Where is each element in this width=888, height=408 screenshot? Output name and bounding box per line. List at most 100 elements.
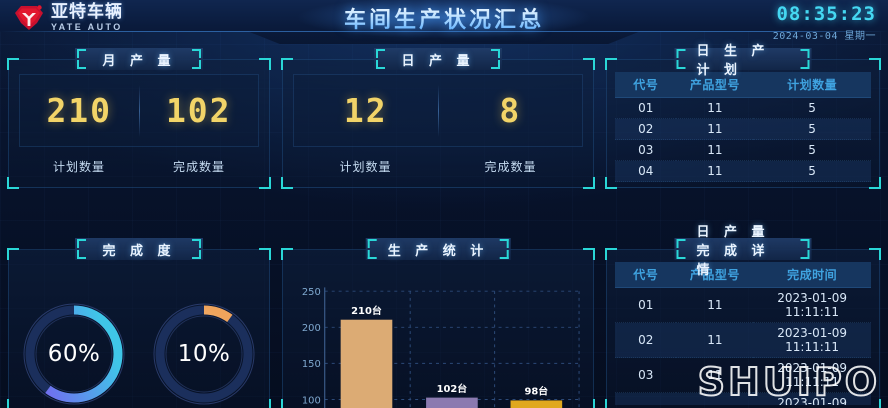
logo-text: 亚特车辆 YATE AUTO <box>51 4 123 32</box>
table-row: 03 11 5 <box>615 139 871 161</box>
cell-model: 11 <box>676 287 754 323</box>
cell-model: 11 <box>676 392 754 405</box>
clock-date: 2024-03-04 星期一 <box>772 31 876 42</box>
detail-table: 代号 产品型号 完成时间 01 11 2023-01-09 11:11:11 02 1… <box>615 262 871 405</box>
panel-title-detail-label: 日 产 量 完 成 详 情 <box>696 224 770 278</box>
plan-table-body: 01 11 5 02 11 5 03 11 5 04 11 5 <box>615 97 871 182</box>
panel-title-statistics-label: 生 产 统 计 <box>387 243 489 259</box>
page-title: 车间生产状况汇总 <box>344 2 544 34</box>
panel-completion-detail: 日 产 量 完 成 详 情 代号 产品型号 完成时间 01 11 2023-01-0… <box>605 225 881 408</box>
panel-body-detail: 代号 产品型号 完成时间 01 11 2023-01-09 11:11:11 02 1… <box>606 249 880 408</box>
monthly-labels: 计划数量 完成数量 <box>19 158 259 175</box>
plan-table-header-row: 代号 产品型号 计划数量 <box>615 72 871 98</box>
panel-body-monthly: 210 102 计划数量 完成数量 <box>8 59 270 188</box>
cell-time: 2023-01-09 11:11:11 <box>753 392 871 405</box>
panel-daily-plan: 日 生 产 计 划 代号 产品型号 计划数量 01 11 5 02 11 5 03 <box>605 44 881 189</box>
panel-daily-output: 日 产 量 12 8 计划数量 完成数量 <box>281 48 595 189</box>
table-row: 02 11 5 <box>615 118 871 140</box>
detail-col-model: 产品型号 <box>676 262 754 288</box>
panel-title-completion: 完 成 度 <box>75 238 203 260</box>
header-divider-line <box>0 31 888 32</box>
panel-body-daily: 12 8 计划数量 完成数量 <box>282 59 594 188</box>
bar-0[interactable] <box>340 319 393 408</box>
cell-qty: 5 <box>753 160 871 182</box>
clock-time: 08:35:23 <box>776 3 876 25</box>
panel-title-monthly-label: 月 产 量 <box>102 53 176 69</box>
monthly-done-cell: 102 <box>140 91 259 130</box>
panel-title-daily-label: 日 产 量 <box>401 53 475 69</box>
cell-code: 01 <box>615 97 677 119</box>
daily-divider <box>437 84 439 137</box>
detail-col-time: 完成时间 <box>753 262 871 288</box>
detail-table-header-row: 代号 产品型号 完成时间 <box>615 262 871 288</box>
plan-col-code: 代号 <box>615 72 677 98</box>
bar-chart[interactable]: 250 200 150 100 210台 102台 98台 <box>289 276 587 408</box>
detail-col-code: 代号 <box>615 262 677 288</box>
cell-qty: 5 <box>753 139 871 161</box>
ytick-200: 200 <box>302 323 321 334</box>
table-row: 02 11 2023-01-09 11:11:11 <box>615 322 871 358</box>
monthly-done-value: 102 <box>165 91 232 130</box>
logo-name-en: YATE AUTO <box>51 22 123 32</box>
gauge-60-value: 60% <box>47 341 101 367</box>
bar-label-0: 210台 <box>351 304 382 317</box>
daily-plan-value: 12 <box>343 91 388 130</box>
panel-body-plan: 代号 产品型号 计划数量 01 11 5 02 11 5 03 11 5 04 11 5 <box>606 59 880 188</box>
plan-table-wrap[interactable]: 代号 产品型号 计划数量 01 11 5 02 11 5 03 11 5 04 11 5 <box>615 72 871 183</box>
panel-body-statistics: 250 200 150 100 210台 102台 98台 <box>282 249 594 408</box>
table-row: 04 11 5 <box>615 160 871 182</box>
cell-code: 04 <box>615 392 677 405</box>
monthly-kpi-box: 210 102 <box>19 74 259 147</box>
gauge-60[interactable]: 60% <box>22 302 126 406</box>
monthly-plan-value: 210 <box>46 91 113 130</box>
gauge-10[interactable]: 10% <box>152 302 256 406</box>
table-row: 01 11 5 <box>615 97 871 119</box>
table-row: 01 11 2023-01-09 11:11:11 <box>615 287 871 323</box>
gauge-row: 60% 10% <box>9 302 269 406</box>
bar-label-2: 98台 <box>524 385 548 398</box>
cell-code: 02 <box>615 322 677 358</box>
table-row: 04112023-01-09 11:11:11 <box>615 392 871 405</box>
plan-table: 代号 产品型号 计划数量 01 11 5 02 11 5 03 11 5 04 11 5 <box>615 72 871 182</box>
cell-time: 2023-01-09 11:11:11 <box>753 287 871 323</box>
panel-monthly-output: 月 产 量 210 102 计划数量 完成数量 <box>7 48 271 189</box>
daily-done-cell: 8 <box>439 91 583 130</box>
gauge-10-value: 10% <box>177 341 231 367</box>
daily-plan-cell: 12 <box>294 91 438 130</box>
ytick-150: 150 <box>302 359 321 370</box>
detail-table-body: 01 11 2023-01-09 11:11:11 02 11 2023-01-09 1… <box>615 287 871 405</box>
monthly-plan-label: 计划数量 <box>52 160 105 174</box>
page-title-wrap: 车间生产状况汇总 <box>0 2 888 34</box>
monthly-done-label: 完成数量 <box>172 160 225 174</box>
cell-qty: 5 <box>753 118 871 140</box>
daily-plan-label: 计划数量 <box>339 160 392 174</box>
daily-kpi-box: 12 8 <box>293 74 583 147</box>
plan-col-qty: 计划数量 <box>753 72 871 98</box>
bar-2[interactable] <box>510 400 563 408</box>
panel-completion: 完 成 度 <box>7 238 271 408</box>
panel-title-detail: 日 产 量 完 成 详 情 <box>674 225 812 278</box>
cell-time: 2023-01-09 11:11:11 <box>753 357 871 393</box>
panel-title-completion-label: 完 成 度 <box>102 243 176 259</box>
logo-emblem-icon <box>12 4 46 32</box>
ytick-250: 250 <box>302 287 321 298</box>
panel-title-daily: 日 产 量 <box>374 48 502 70</box>
plan-col-model: 产品型号 <box>676 72 754 98</box>
cell-code: 04 <box>615 160 677 182</box>
bar-1[interactable] <box>426 397 478 408</box>
cell-code: 02 <box>615 118 677 140</box>
panel-title-monthly: 月 产 量 <box>75 48 203 70</box>
daily-done-value: 8 <box>499 91 522 130</box>
detail-table-wrap[interactable]: 代号 产品型号 完成时间 01 11 2023-01-09 11:11:11 02 1… <box>615 262 871 405</box>
company-logo: 亚特车辆 YATE AUTO <box>12 4 123 32</box>
cell-code: 03 <box>615 139 677 161</box>
monthly-plan-cell: 210 <box>20 91 139 130</box>
app-header: 亚特车辆 YATE AUTO 车间生产状况汇总 08:35:23 2024-03… <box>0 0 888 44</box>
daily-labels: 计划数量 完成数量 <box>293 158 583 175</box>
daily-done-label: 完成数量 <box>484 160 537 174</box>
table-row: 03 11 2023-01-09 11:11:11 <box>615 357 871 393</box>
panel-statistics: 生 产 统 计 250 200 <box>281 238 595 408</box>
cell-time: 2023-01-09 11:11:11 <box>753 322 871 358</box>
clock: 08:35:23 2024-03-04 星期一 <box>773 3 876 42</box>
bar-label-1: 102台 <box>437 382 468 395</box>
